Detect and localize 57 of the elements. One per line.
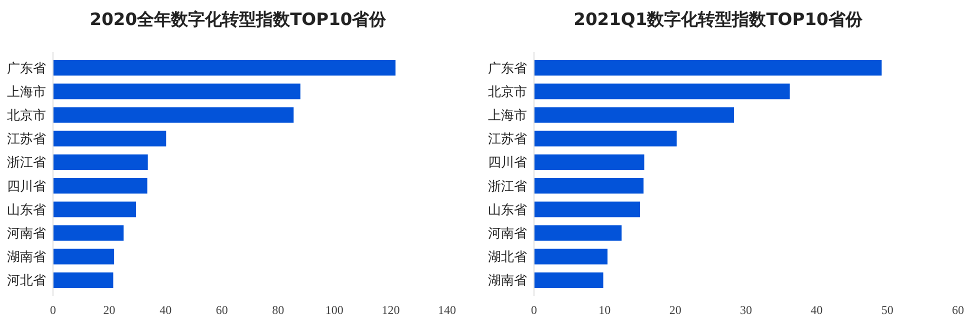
x-tick-label: 80 xyxy=(272,303,284,317)
y-tick-label: 北京市 xyxy=(488,84,527,100)
bar xyxy=(53,60,396,76)
y-tick-label: 四川省 xyxy=(7,179,46,194)
y-tick-label: 上海市 xyxy=(488,108,527,124)
x-tick-label: 60 xyxy=(216,303,228,317)
x-tick-label: 30 xyxy=(740,303,752,317)
bar xyxy=(534,178,644,194)
y-tick-label: 江苏省 xyxy=(7,132,46,148)
y-tick-label: 湖南省 xyxy=(7,250,46,266)
bar xyxy=(534,60,882,76)
x-tick-label: 60 xyxy=(952,303,964,317)
y-tick-label: 浙江省 xyxy=(7,156,46,171)
bar xyxy=(534,248,608,264)
bar xyxy=(53,272,114,288)
bar xyxy=(534,107,734,123)
x-tick-label: 120 xyxy=(382,303,400,317)
bar xyxy=(534,272,604,288)
bar xyxy=(534,84,790,100)
y-tick-label: 广东省 xyxy=(7,61,46,76)
y-tick-label: 河北省 xyxy=(7,274,46,289)
bar xyxy=(53,130,166,146)
y-tick-label: 河南省 xyxy=(7,226,46,242)
x-tick-label: 50 xyxy=(881,303,894,317)
bar xyxy=(53,84,300,100)
bar xyxy=(534,202,640,218)
y-tick-label: 上海市 xyxy=(7,84,46,100)
x-tick-label: 10 xyxy=(598,303,611,317)
x-tick-label: 20 xyxy=(669,303,682,317)
bar xyxy=(534,225,622,241)
y-tick-label: 湖南省 xyxy=(488,274,527,289)
y-tick-label: 山东省 xyxy=(488,202,527,218)
x-tick-label: 0 xyxy=(50,303,56,317)
x-tick-label: 140 xyxy=(438,303,456,317)
x-tick-label: 40 xyxy=(810,303,823,317)
bar xyxy=(53,107,294,123)
bar xyxy=(53,202,136,218)
y-tick-label: 山东省 xyxy=(7,202,46,218)
y-tick-label: 广东省 xyxy=(488,61,527,76)
bar xyxy=(53,248,114,264)
chart-title: 2020全年数字化转型指数TOP10省份 xyxy=(90,10,388,30)
y-tick-label: 浙江省 xyxy=(488,179,527,194)
y-tick-label: 湖北省 xyxy=(488,250,527,266)
bar xyxy=(534,130,677,146)
bar xyxy=(53,178,148,194)
y-tick-label: 北京市 xyxy=(7,108,46,124)
bar xyxy=(53,225,124,241)
y-tick-label: 河南省 xyxy=(488,226,527,242)
chart-title: 2021Q1数字化转型指数TOP10省份 xyxy=(574,10,864,30)
x-tick-label: 20 xyxy=(103,303,116,317)
y-tick-label: 四川省 xyxy=(488,156,527,171)
bar xyxy=(534,154,644,170)
x-tick-label: 100 xyxy=(325,303,344,317)
bar xyxy=(53,154,148,170)
x-tick-label: 0 xyxy=(531,303,537,317)
x-tick-label: 40 xyxy=(160,303,172,317)
y-tick-label: 江苏省 xyxy=(488,132,527,148)
